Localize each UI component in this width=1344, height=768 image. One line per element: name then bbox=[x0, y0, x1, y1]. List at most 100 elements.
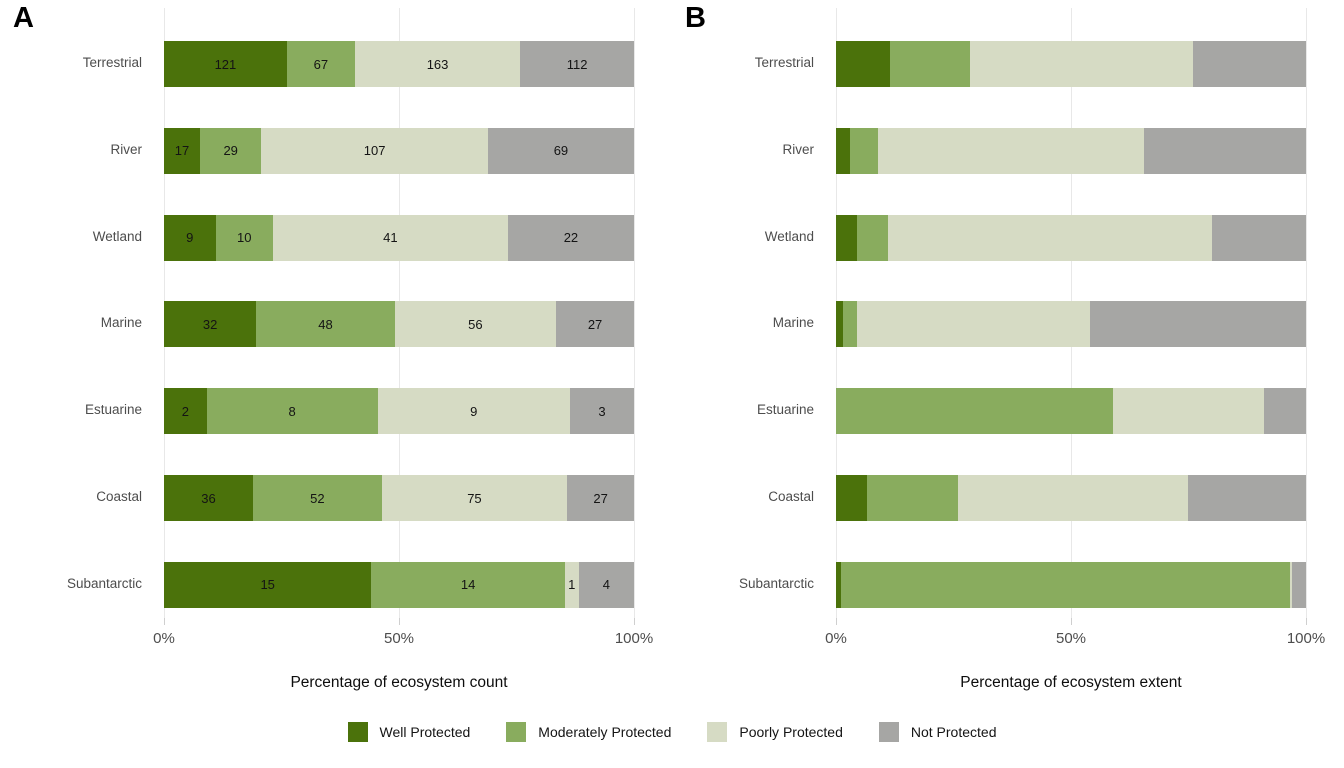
bar-segment-not-protected: 22 bbox=[507, 214, 634, 261]
bar-segment-poorly-protected bbox=[857, 301, 1090, 348]
category-label-river: River bbox=[110, 141, 142, 157]
bar-segment-not-protected bbox=[1143, 127, 1306, 174]
bar-segment-moderately-protected bbox=[866, 475, 959, 521]
legend-item-well-protected: Well Protected bbox=[347, 722, 471, 742]
bar-segment-value: 121 bbox=[214, 56, 237, 72]
legend: Well Protected Moderately Protected Poorly… bbox=[0, 722, 1344, 742]
bar-segment-not-protected bbox=[1188, 475, 1306, 521]
panel-letter: B bbox=[685, 2, 706, 34]
bar-segment-value: 9 bbox=[186, 230, 194, 246]
bar-segment-well-protected bbox=[836, 301, 844, 348]
axis-tick-label-50-: 50% bbox=[383, 630, 415, 647]
legend-item-not-protected: Not Protected bbox=[878, 722, 997, 742]
axis-tick-label-100-: 100% bbox=[1286, 630, 1326, 647]
bar-segment-moderately-protected bbox=[836, 388, 1114, 435]
bar-segment-value: 4 bbox=[602, 577, 610, 593]
bar-row-terrestrial bbox=[836, 41, 1306, 87]
legend-item-moderately-protected: Moderately Protected bbox=[506, 722, 671, 742]
bar-segment-value: 17 bbox=[174, 143, 190, 159]
bar-segment-value: 8 bbox=[288, 403, 296, 419]
bar-segment-value: 32 bbox=[202, 316, 218, 332]
bar-segment-moderately-protected: 52 bbox=[253, 475, 382, 521]
legend-label: Moderately Protected bbox=[538, 724, 672, 740]
bar-segment-value: 22 bbox=[563, 230, 579, 246]
gridline-100- bbox=[634, 8, 635, 618]
bar-segment-value: 112 bbox=[566, 56, 588, 72]
bar-segment-value: 75 bbox=[467, 490, 482, 506]
bar-segment-poorly-protected bbox=[958, 475, 1189, 521]
bar-row-subantarctic: 15 14 1 4 bbox=[164, 561, 634, 608]
category-label-river: River bbox=[782, 141, 814, 157]
panel-letter: A bbox=[13, 2, 34, 34]
bar-segment-well-protected: 2 bbox=[164, 388, 207, 435]
bar-segment-poorly-protected: 9 bbox=[377, 388, 570, 435]
category-label-marine: Marine bbox=[772, 315, 814, 331]
bar-segment-not-protected: 4 bbox=[578, 561, 634, 608]
legend-swatch-not-protected bbox=[878, 722, 899, 742]
bar-segment-value: 15 bbox=[260, 577, 275, 593]
bar-segment-well-protected: 17 bbox=[164, 127, 200, 174]
axis-tick-50- bbox=[399, 618, 400, 625]
bar-segment-poorly-protected bbox=[878, 127, 1144, 174]
category-label-subantarctic: Subantarctic bbox=[738, 575, 814, 591]
category-label-wetland: Wetland bbox=[92, 228, 142, 244]
bar-segment-well-protected: 9 bbox=[164, 214, 216, 261]
bar-segment-well-protected bbox=[836, 214, 858, 261]
bar-row-subantarctic bbox=[836, 561, 1306, 608]
axis-tick-0- bbox=[164, 618, 165, 625]
category-label-terrestrial: Terrestrial bbox=[754, 55, 814, 70]
bar-segment-value: 52 bbox=[310, 490, 325, 506]
axis-tick-100- bbox=[634, 618, 635, 625]
plot-area: 0% 50% 100% Terrestrial River Wetland Marine Es… bbox=[739, 8, 1325, 647]
axis-tick-label-0-: 0% bbox=[825, 630, 847, 647]
bar-segment-value: 107 bbox=[363, 143, 386, 159]
legend-label: Not Protected bbox=[910, 724, 997, 740]
bar-segment-not-protected bbox=[1291, 561, 1306, 608]
category-label-coastal: Coastal bbox=[768, 489, 814, 504]
category-label-estuarine: Estuarine bbox=[84, 402, 142, 418]
bar-row-wetland: 9 10 41 22 bbox=[164, 214, 634, 261]
bar-segment-not-protected: 27 bbox=[567, 475, 634, 521]
bar-segment-not-protected bbox=[1263, 388, 1306, 435]
bar-segment-value: 1 bbox=[568, 577, 576, 593]
category-label-wetland: Wetland bbox=[764, 228, 814, 244]
bar-segment-poorly-protected: 107 bbox=[261, 127, 488, 174]
x-axis-title: Percentage of ecosystem count bbox=[290, 674, 508, 691]
legend-label: Well Protected bbox=[379, 724, 471, 740]
legend-swatch-moderately-protected bbox=[506, 722, 527, 742]
bar-row-river: 17 29 107 69 bbox=[164, 127, 634, 174]
plot-area: 0% 50% 100% Terrestrial 121 67 163 112 River 17 29… bbox=[67, 8, 653, 647]
bar-segment-not-protected bbox=[1211, 214, 1306, 261]
legend-label: Poorly Protected bbox=[739, 724, 843, 740]
bar-segment-well-protected: 36 bbox=[164, 475, 254, 521]
legend-item-poorly-protected: Poorly Protected bbox=[707, 722, 843, 742]
bar-row-terrestrial: 121 67 163 112 bbox=[164, 41, 634, 87]
bar-segment-value: 36 bbox=[201, 490, 216, 506]
bar-segment-value: 27 bbox=[587, 316, 603, 332]
bar-segment-not-protected bbox=[1193, 41, 1306, 87]
bar-segment-moderately-protected: 48 bbox=[256, 301, 395, 348]
bar-segment-poorly-protected: 1 bbox=[564, 561, 579, 608]
bar-segment-moderately-protected bbox=[843, 301, 858, 348]
bar-segment-poorly-protected: 163 bbox=[354, 41, 521, 87]
x-axis-title: Percentage of ecosystem extent bbox=[960, 674, 1182, 691]
bar-row-wetland bbox=[836, 214, 1306, 261]
bar-segment-value: 10 bbox=[237, 230, 252, 246]
bar-segment-value: 2 bbox=[181, 403, 189, 419]
axis-tick-100- bbox=[1306, 618, 1307, 625]
bar-segment-moderately-protected: 14 bbox=[371, 561, 565, 608]
bar-segment-value: 69 bbox=[553, 143, 569, 159]
bar-segment-not-protected bbox=[1089, 301, 1306, 348]
panel-extent-chart: B 0% 50% 100% Terrestrial River Wetland Marine… bbox=[672, 0, 1344, 712]
category-label-marine: Marine bbox=[100, 315, 142, 331]
bar-segment-well-protected: 15 bbox=[164, 561, 372, 608]
bar-segment-well-protected bbox=[836, 127, 851, 174]
bar-segment-moderately-protected bbox=[840, 561, 1290, 608]
bar-segment-moderately-protected bbox=[890, 41, 970, 87]
bar-segment-moderately-protected: 29 bbox=[199, 127, 262, 174]
axis-tick-label-100-: 100% bbox=[614, 630, 654, 647]
bar-segment-poorly-protected: 56 bbox=[394, 301, 557, 348]
bar-segment-value: 163 bbox=[426, 56, 449, 72]
bar-segment-value: 29 bbox=[223, 143, 238, 159]
legend-swatch-poorly-protected bbox=[707, 722, 728, 742]
